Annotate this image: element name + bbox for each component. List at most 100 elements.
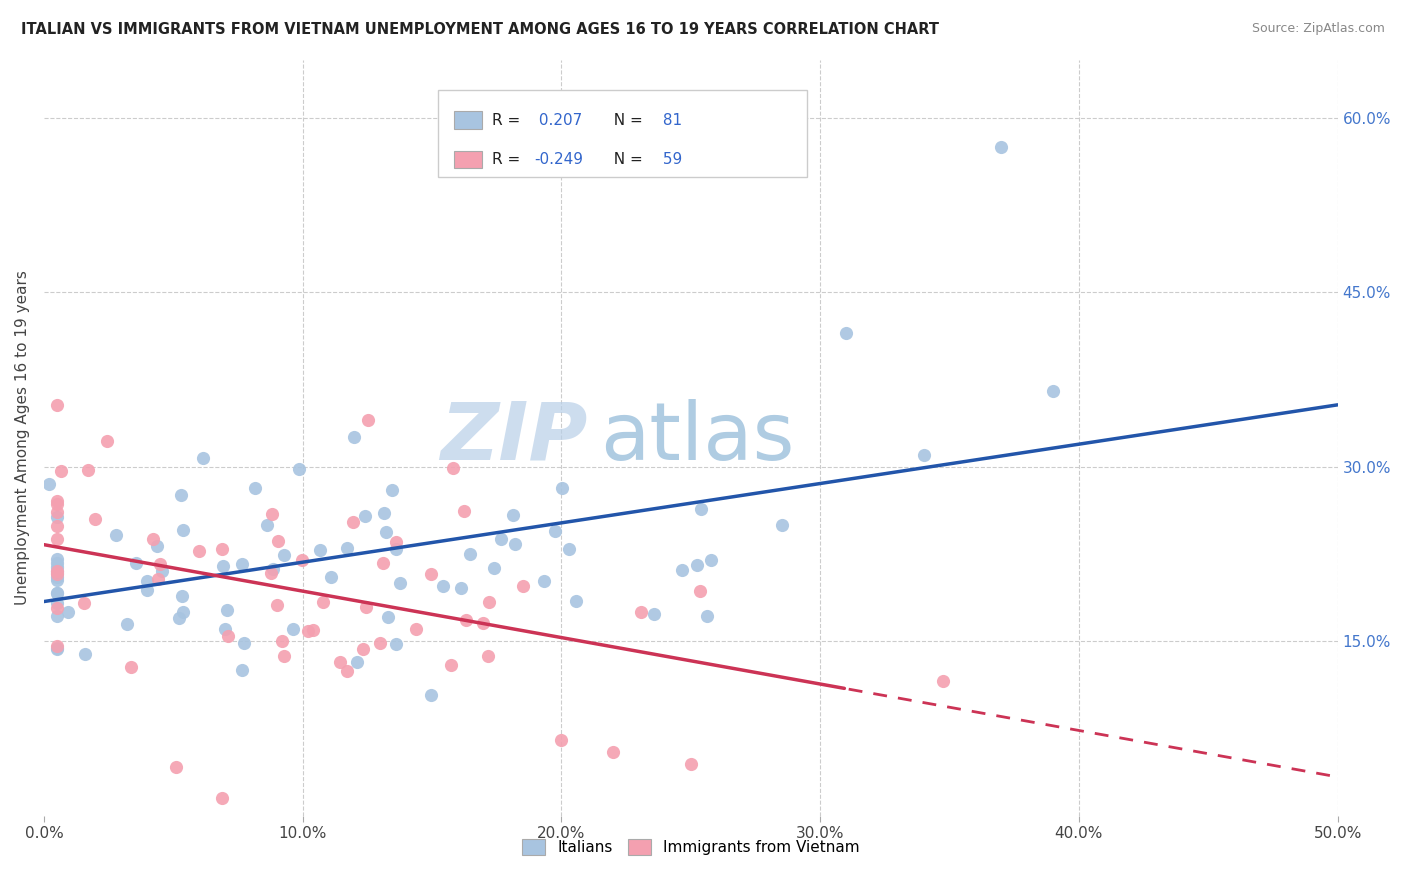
Point (336, 665, 359, 679)
FancyBboxPatch shape (454, 151, 482, 169)
Point (432, 579, 454, 593)
Point (385, 535, 408, 549)
Point (671, 563, 693, 577)
Point (256, 518, 278, 533)
Point (45, 600, 67, 615)
Point (136, 574, 159, 588)
Point (56, 605, 79, 619)
Point (217, 603, 239, 617)
Point (45, 552, 67, 566)
Point (262, 562, 284, 576)
Point (45, 570, 67, 584)
Point (297, 624, 319, 639)
Point (329, 655, 352, 669)
Point (643, 607, 665, 621)
Point (262, 507, 284, 521)
Point (454, 613, 477, 627)
Point (45, 519, 67, 533)
FancyBboxPatch shape (439, 90, 807, 177)
Point (211, 558, 233, 573)
Point (388, 576, 411, 591)
Point (211, 541, 233, 556)
Point (231, 663, 253, 677)
Point (77, 463, 100, 477)
Point (309, 542, 332, 557)
Point (45, 497, 67, 511)
Point (45, 533, 67, 547)
Point (453, 504, 475, 518)
Point (336, 541, 359, 556)
Text: ITALIAN VS IMMIGRANTS FROM VIETNAM UNEMPLOYMENT AMONG AGES 16 TO 19 YEARS CORREL: ITALIAN VS IMMIGRANTS FROM VIETNAM UNEMP… (21, 22, 939, 37)
Point (125, 556, 148, 570)
Point (482, 560, 505, 574)
Point (45, 564, 67, 578)
Point (990, 140, 1012, 154)
Point (550, 733, 572, 747)
Point (932, 673, 955, 688)
Point (266, 598, 288, 612)
Text: 81: 81 (658, 112, 682, 128)
Point (191, 450, 214, 465)
Point (458, 547, 481, 561)
Text: 0.207: 0.207 (534, 112, 582, 128)
Point (45, 399, 67, 413)
Point (45, 596, 67, 610)
Point (489, 532, 512, 546)
Point (471, 615, 494, 630)
Point (420, 688, 443, 702)
Point (544, 524, 567, 538)
Point (679, 756, 702, 771)
Point (45, 586, 67, 600)
Legend: Italians, Immigrants from Vietnam: Italians, Immigrants from Vietnam (516, 833, 866, 861)
FancyBboxPatch shape (454, 112, 482, 129)
Point (172, 605, 194, 619)
Point (96, 434, 118, 448)
Point (696, 609, 718, 624)
Point (233, 636, 256, 650)
Point (45, 567, 67, 582)
Point (512, 579, 534, 593)
Point (45, 640, 67, 655)
Text: N =: N = (605, 152, 648, 167)
Text: R =: R = (492, 112, 524, 128)
Point (354, 509, 377, 524)
Point (405, 623, 427, 637)
Point (273, 648, 295, 663)
Text: atlas: atlas (600, 399, 794, 476)
Point (357, 413, 380, 427)
Point (352, 642, 374, 657)
Point (188, 543, 211, 558)
Point (321, 569, 343, 583)
Point (368, 636, 391, 650)
Point (385, 541, 408, 556)
Point (231, 557, 253, 571)
Point (45, 560, 67, 574)
Point (217, 629, 239, 643)
Point (45, 573, 67, 587)
Text: R =: R = (492, 152, 524, 167)
Point (346, 655, 368, 669)
Point (146, 539, 169, 553)
Text: 59: 59 (658, 152, 682, 167)
Point (342, 430, 364, 444)
Point (136, 582, 159, 597)
Point (502, 508, 524, 523)
Point (377, 609, 399, 624)
Point (45, 493, 67, 508)
Text: -0.249: -0.249 (534, 152, 583, 167)
Point (45, 556, 67, 570)
Point (45, 639, 67, 653)
Point (450, 581, 472, 595)
Point (73, 596, 96, 610)
Point (75, 647, 97, 661)
Point (150, 565, 173, 579)
Point (149, 558, 172, 572)
Point (912, 448, 935, 462)
Point (478, 595, 501, 609)
Y-axis label: Unemployment Among Ages 16 to 19 years: Unemployment Among Ages 16 to 19 years (15, 270, 30, 605)
Point (273, 548, 295, 562)
Point (689, 502, 711, 516)
Point (533, 574, 555, 589)
Point (312, 595, 335, 609)
Point (117, 616, 139, 631)
